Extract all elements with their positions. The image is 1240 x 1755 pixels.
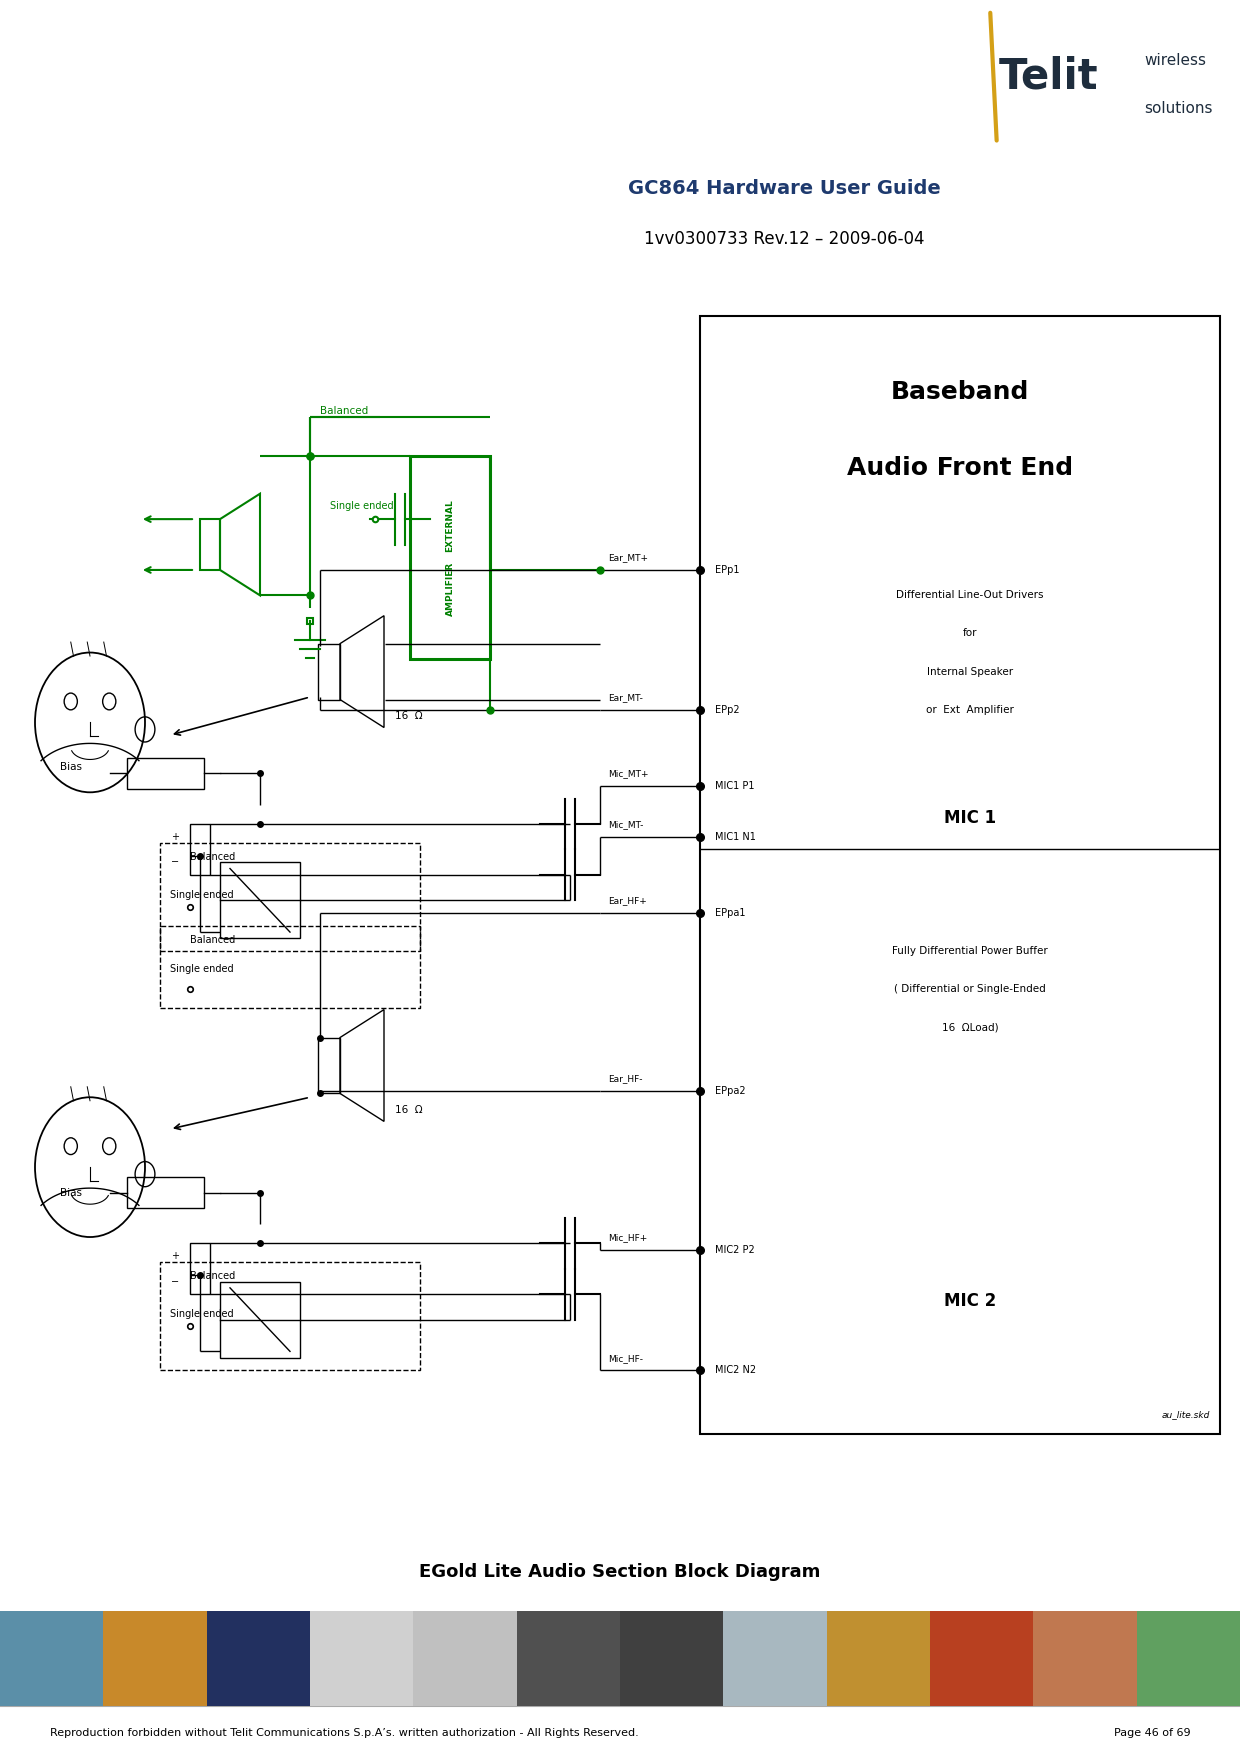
Bar [126, 758, 203, 788]
Text: MIC2 P2: MIC2 P2 [715, 1244, 755, 1255]
Bar [701, 316, 1220, 1434]
Bar [310, 1611, 413, 1706]
Text: GC864 Hardware User Guide: GC864 Hardware User Guide [627, 179, 941, 198]
Bar [723, 1611, 827, 1706]
Text: Baseband: Baseband [890, 381, 1029, 404]
Text: Audio Front End: Audio Front End [847, 456, 1073, 481]
Bar [160, 842, 420, 951]
Text: Reproduction forbidden without Telit Communications S.p.A’s. written authorizati: Reproduction forbidden without Telit Com… [50, 1729, 639, 1737]
Text: Single ended: Single ended [330, 502, 393, 511]
Text: Mic_MT-: Mic_MT- [608, 820, 644, 828]
Bar [827, 1611, 930, 1706]
Text: MIC1 P1: MIC1 P1 [715, 781, 754, 792]
Text: au_lite.skd: au_lite.skd [1162, 1411, 1210, 1420]
Bar [190, 825, 210, 876]
Text: Bias: Bias [60, 762, 82, 772]
Text: MIC 2: MIC 2 [944, 1292, 996, 1309]
Text: −: − [171, 856, 179, 867]
Text: MIC1 N1: MIC1 N1 [715, 832, 756, 842]
Text: solutions: solutions [1145, 102, 1213, 116]
Text: Ear_MT+: Ear_MT+ [608, 553, 649, 562]
Text: wireless: wireless [1145, 53, 1207, 68]
Bar [103, 1611, 207, 1706]
Text: Balanced: Balanced [190, 1271, 236, 1281]
Text: 1vv0300733 Rev.12 – 2009-06-04: 1vv0300733 Rev.12 – 2009-06-04 [644, 230, 925, 247]
Text: MIC2 N2: MIC2 N2 [715, 1365, 756, 1376]
Text: Balanced: Balanced [190, 851, 236, 862]
Text: EGold Lite Audio Section Block Diagram: EGold Lite Audio Section Block Diagram [419, 1564, 821, 1581]
Bar [410, 456, 490, 658]
Bar [413, 1611, 517, 1706]
Text: Single ended: Single ended [170, 1309, 233, 1320]
Text: Bias: Bias [60, 1188, 82, 1197]
Bar [1137, 1611, 1240, 1706]
Bar [200, 519, 219, 570]
Text: 16  ΩLoad): 16 ΩLoad) [941, 1023, 998, 1032]
Text: 16  Ω: 16 Ω [396, 1106, 423, 1114]
Text: Mic_HF-: Mic_HF- [608, 1353, 644, 1364]
Text: Telit: Telit [998, 56, 1099, 98]
Text: ( Differential or Single-Ended: ( Differential or Single-Ended [894, 985, 1045, 995]
Text: for: for [962, 628, 977, 639]
Text: EPp2: EPp2 [715, 706, 739, 714]
Text: MIC 1: MIC 1 [944, 809, 996, 827]
Bar [930, 1611, 1033, 1706]
Text: Balanced: Balanced [320, 405, 368, 416]
Bar [1033, 1611, 1137, 1706]
Bar [160, 1262, 420, 1371]
Text: or  Ext  Amplifier: or Ext Amplifier [926, 706, 1014, 714]
Text: EPp1: EPp1 [715, 565, 739, 576]
Text: Balanced: Balanced [190, 935, 236, 944]
Text: Fully Differential Power Buffer: Fully Differential Power Buffer [892, 946, 1048, 956]
Text: +: + [171, 832, 179, 842]
Text: +: + [171, 1251, 179, 1262]
Bar [160, 925, 420, 1009]
Bar [620, 1611, 723, 1706]
Text: Mic_HF+: Mic_HF+ [608, 1234, 647, 1243]
Text: Single ended: Single ended [170, 890, 233, 900]
Bar [219, 862, 300, 939]
Bar [207, 1611, 310, 1706]
Text: Page 46 of 69: Page 46 of 69 [1114, 1729, 1190, 1737]
Text: EXTERNAL: EXTERNAL [445, 498, 455, 551]
Text: Internal Speaker: Internal Speaker [928, 667, 1013, 677]
Text: Single ended: Single ended [170, 963, 233, 974]
Bar [0, 1611, 103, 1706]
Bar [190, 1243, 210, 1293]
Text: 16  Ω: 16 Ω [396, 711, 423, 721]
Bar [126, 1178, 203, 1207]
Bar [317, 1037, 340, 1093]
Text: Differential Line-Out Drivers: Differential Line-Out Drivers [897, 590, 1044, 600]
Text: Mic_MT+: Mic_MT+ [608, 769, 649, 777]
Text: Ear_HF+: Ear_HF+ [608, 897, 647, 906]
Text: Ear_MT-: Ear_MT- [608, 693, 642, 702]
Bar [317, 644, 340, 700]
Bar [219, 1281, 300, 1358]
Text: −: − [171, 1276, 179, 1286]
Text: Ear_HF-: Ear_HF- [608, 1074, 642, 1083]
Bar [517, 1611, 620, 1706]
Text: EPpa2: EPpa2 [715, 1086, 745, 1095]
Text: EPpa1: EPpa1 [715, 907, 745, 918]
Text: AMPLIFIER: AMPLIFIER [445, 562, 455, 616]
